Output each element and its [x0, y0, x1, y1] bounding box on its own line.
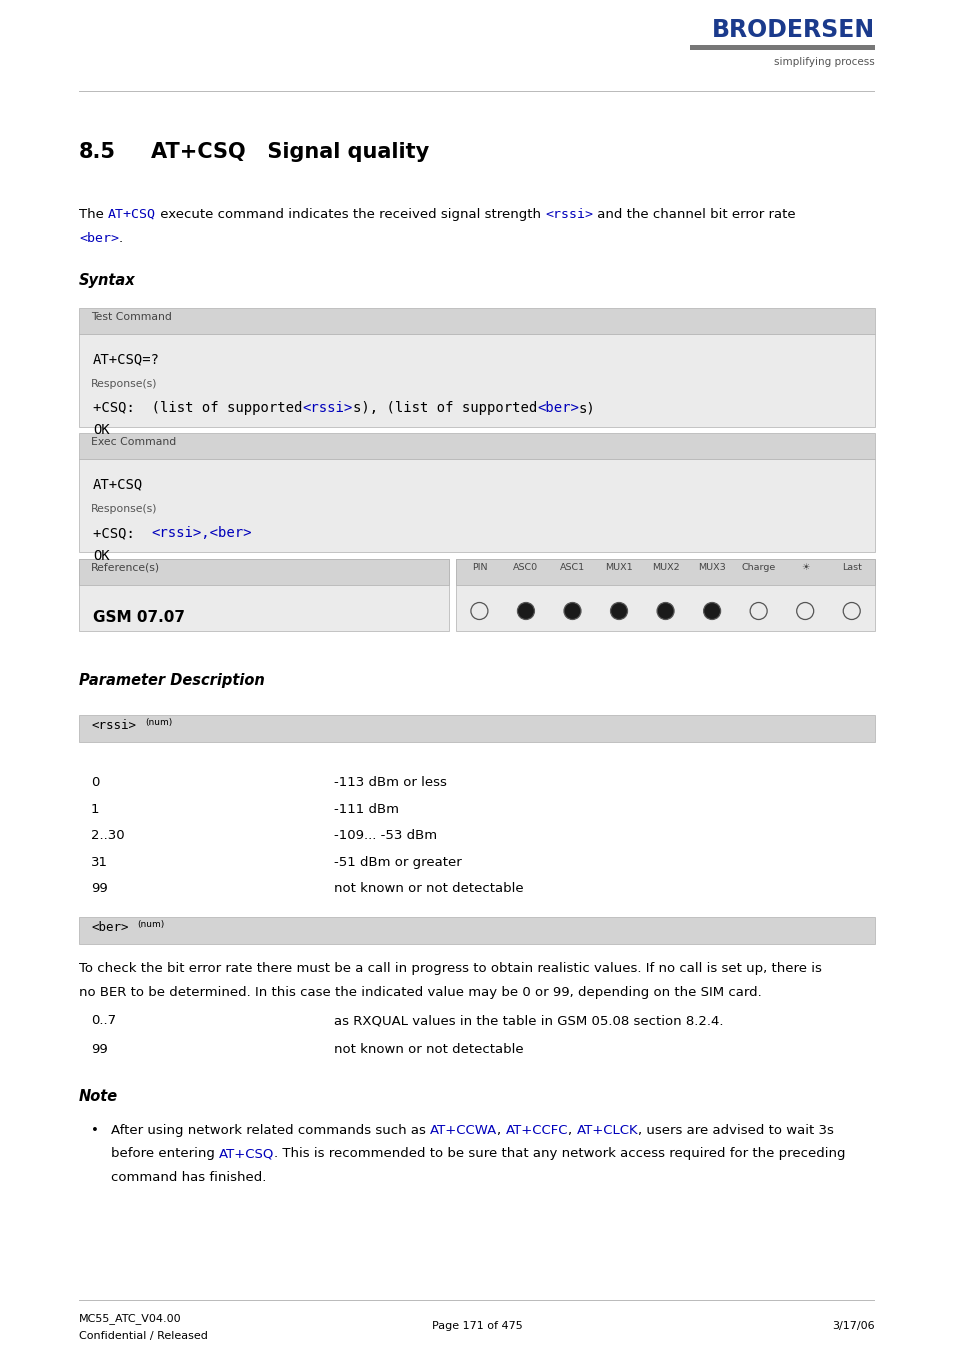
Text: as RXQUAL values in the table in GSM 05.08 section 8.2.4.: as RXQUAL values in the table in GSM 05.… [334, 1015, 722, 1028]
Text: Syntax: Syntax [79, 273, 135, 288]
Text: ,: , [497, 1124, 505, 1138]
Text: MUX1: MUX1 [604, 563, 632, 571]
Bar [456, 559, 874, 631]
Text: -111 dBm: -111 dBm [334, 802, 398, 816]
Text: MUX3: MUX3 [698, 563, 725, 571]
Text: 31: 31 [91, 857, 108, 869]
Text: simplifying process: simplifying process [774, 57, 874, 68]
Text: not known or not detectable: not known or not detectable [334, 882, 523, 896]
Text: 99: 99 [91, 1043, 108, 1056]
Text: s), (list of supported: s), (list of supported [353, 401, 537, 415]
Text: AT+CSQ: AT+CSQ [92, 477, 143, 492]
Text: OK: OK [92, 423, 110, 438]
Text: AT+CSQ: AT+CSQ [219, 1147, 274, 1161]
Text: <rssi>: <rssi> [302, 401, 353, 415]
Text: Last: Last [841, 563, 861, 571]
Text: Parameter Description: Parameter Description [79, 673, 265, 688]
Text: +CSQ:: +CSQ: [92, 527, 152, 540]
Text: AT+CSQ=?: AT+CSQ=? [92, 353, 160, 366]
Text: AT+CLCK: AT+CLCK [576, 1124, 638, 1138]
Bar [79, 308, 874, 334]
Text: 0..7: 0..7 [91, 1015, 116, 1028]
Text: <rssi>: <rssi> [545, 208, 593, 222]
Text: Response(s): Response(s) [91, 380, 157, 389]
Text: , users are advised to wait 3s: , users are advised to wait 3s [638, 1124, 833, 1138]
Circle shape [563, 603, 580, 620]
Circle shape [703, 603, 720, 620]
Bar [79, 434, 874, 459]
Text: AT+CSQ: AT+CSQ [108, 208, 156, 222]
Circle shape [657, 603, 674, 620]
Text: 99: 99 [91, 882, 108, 896]
Text: no BER to be determined. In this case the indicated value may be 0 or 99, depend: no BER to be determined. In this case th… [79, 986, 760, 998]
Text: PIN: PIN [471, 563, 487, 571]
Text: 2..30: 2..30 [91, 830, 125, 843]
Text: <ber>: <ber> [91, 921, 129, 935]
Text: <ber>: <ber> [537, 401, 578, 415]
Bar [456, 559, 874, 585]
Text: MC55_ATC_V04.00: MC55_ATC_V04.00 [79, 1313, 181, 1324]
Text: Charge: Charge [740, 563, 775, 571]
Text: OK: OK [92, 549, 110, 563]
Text: 0: 0 [91, 777, 99, 789]
Bar [79, 459, 874, 553]
Text: The: The [79, 208, 108, 222]
Circle shape [517, 603, 534, 620]
Text: and the channel bit error rate: and the channel bit error rate [593, 208, 795, 222]
Text: After using network related commands such as: After using network related commands suc… [111, 1124, 430, 1138]
Text: ☀: ☀ [801, 563, 808, 571]
Text: ASC1: ASC1 [559, 563, 584, 571]
Bar [79, 917, 874, 944]
Text: BRODERSEN: BRODERSEN [711, 18, 874, 42]
Text: Test Command: Test Command [91, 312, 172, 322]
Text: +CSQ:  (list of supported: +CSQ: (list of supported [92, 401, 302, 415]
Text: <rssi>: <rssi> [91, 719, 136, 732]
Text: .: . [119, 231, 123, 245]
Text: execute command indicates the received signal strength: execute command indicates the received s… [156, 208, 545, 222]
Text: To check the bit error rate there must be a call in progress to obtain realistic: To check the bit error rate there must b… [79, 962, 821, 975]
Text: <ber>: <ber> [79, 231, 119, 245]
Text: s): s) [578, 401, 595, 415]
Text: -109... -53 dBm: -109... -53 dBm [334, 830, 436, 843]
Bar [689, 45, 874, 50]
Text: GSM 07.07: GSM 07.07 [92, 611, 185, 626]
Text: -51 dBm or greater: -51 dBm or greater [334, 857, 461, 869]
Text: <rssi>,<ber>: <rssi>,<ber> [152, 527, 252, 540]
Circle shape [610, 603, 627, 620]
Bar [79, 715, 874, 742]
Text: AT+CCWA: AT+CCWA [430, 1124, 497, 1138]
Text: 1: 1 [91, 802, 99, 816]
Text: Note: Note [79, 1089, 118, 1104]
Bar [79, 559, 449, 585]
Text: Confidential / Released: Confidential / Released [79, 1331, 208, 1342]
Text: . This is recommended to be sure that any network access required for the preced: . This is recommended to be sure that an… [274, 1147, 845, 1161]
Text: ,: , [568, 1124, 576, 1138]
Text: before entering: before entering [111, 1147, 219, 1161]
Text: Reference(s): Reference(s) [91, 563, 160, 573]
Text: (num): (num) [137, 920, 164, 929]
Text: Exec Command: Exec Command [91, 438, 176, 447]
Text: ASC0: ASC0 [513, 563, 537, 571]
Text: not known or not detectable: not known or not detectable [334, 1043, 523, 1056]
Text: MUX2: MUX2 [651, 563, 679, 571]
Text: AT+CCFC: AT+CCFC [505, 1124, 568, 1138]
Text: 8.5: 8.5 [79, 142, 116, 162]
Bar [79, 559, 449, 631]
Text: Response(s): Response(s) [91, 504, 157, 515]
Text: (num): (num) [145, 717, 172, 727]
Text: •: • [91, 1124, 99, 1138]
Text: command has finished.: command has finished. [111, 1171, 266, 1183]
Text: Page 171 of 475: Page 171 of 475 [431, 1321, 522, 1331]
Text: AT+CSQ   Signal quality: AT+CSQ Signal quality [151, 142, 429, 162]
Bar [79, 334, 874, 427]
Text: -113 dBm or less: -113 dBm or less [334, 777, 446, 789]
Text: 3/17/06: 3/17/06 [832, 1321, 874, 1331]
